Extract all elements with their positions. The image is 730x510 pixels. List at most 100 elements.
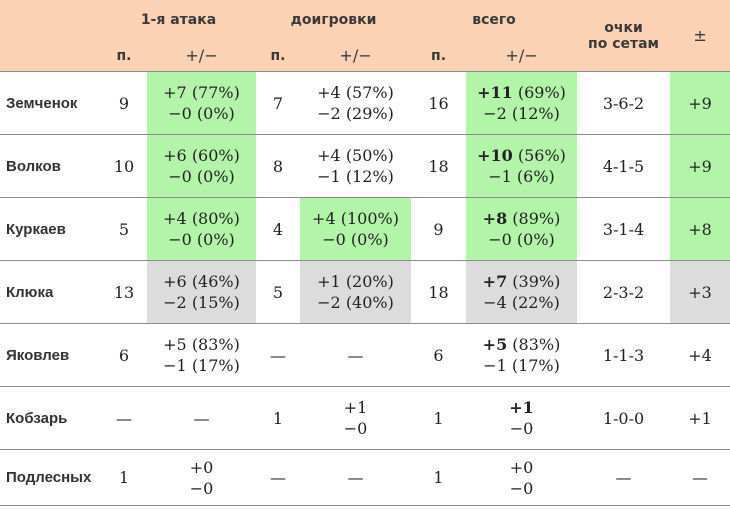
pm-first-attack: +0 −0 [147,450,256,506]
total-plusminus: +4 [688,345,712,365]
header-first-attack: 1-я атака [101,0,256,40]
pm-total: +10 (56%) −1 (6%) [466,134,578,198]
attempts-first-attack: 9 [118,93,130,113]
attempts-total: 1 [433,408,444,428]
header-pm-3: +/− [466,40,578,72]
pm-total: +1 −0 [466,387,577,450]
set-points: 1-0-0 [602,408,645,428]
attempts-first-attack: — [116,408,132,428]
pm-minus: −0 [509,419,534,438]
pm-plus-value: +1 [509,398,534,417]
pm-plus: +6 (46%) [163,272,240,291]
header-follow-ups: доигровки [256,0,412,40]
set-points: 3-1-4 [602,219,645,239]
pm-minus: −0 [343,419,368,438]
pm-plus: +5 (83%) [466,334,577,355]
total-plusminus: +9 [670,71,730,135]
attempts-follow-ups: 5 [272,282,284,302]
pm-first-attack: +6 (46%) −2 (15%) [147,260,256,324]
pm-minus: −2 (12%) [483,104,560,123]
player-name: Клюка [6,283,54,301]
pm-minus: −2 (29%) [317,104,394,123]
pm-plus: +4 (57%) [317,83,394,102]
pm-plus: +5 (83%) [163,335,240,354]
attempts-follow-ups: — [270,345,286,365]
pm-total: +7 (39%) −4 (22%) [466,260,578,324]
pm-plus-value: +10 [477,146,513,165]
header-total-group: всего [411,0,578,40]
pm-plus: +4 (80%) [163,209,240,228]
pm-minus: −1 (6%) [488,167,555,186]
set-points: 4-1-5 [602,156,645,176]
total-plusminus: +3 [670,260,730,324]
header-empty [0,0,101,40]
pm-first-attack: +4 (80%) −0 (0%) [147,197,256,261]
pm-minus: −1 (17%) [163,356,240,375]
table-row: Волков 10 +6 (60%) −0 (0%) 8 +4 (50%) −1 (… [0,134,730,198]
attempts-follow-ups: — [270,468,286,487]
pm-plus: +4 (50%) [317,146,394,165]
pm-follow-ups: — [347,345,364,365]
pm-follow-ups: +1 (20%) −2 (40%) [300,260,412,324]
pm-plus: +0 [189,457,214,477]
pm-minus: −4 (22%) [483,293,560,312]
pm-minus: −1 (17%) [483,356,560,375]
table-row: Куркаев 5 +4 (80%) −0 (0%) 4 +4 (100%) −0 … [0,197,730,261]
attempts-total: 18 [428,156,449,176]
attempts-total: 1 [433,468,444,487]
attempts-total: 16 [428,93,449,113]
pm-plus-value: +11 [477,83,513,102]
header-sets: очки по сетам [577,0,671,72]
table-row: Подлесных 1 +0 −0 — — 1 +0 −0 — — [0,449,730,506]
pm-follow-ups: — [347,468,364,487]
attempts-first-attack: 13 [113,282,135,302]
pm-plus-value: +7 [482,272,508,291]
pm-first-attack: — [193,408,210,428]
pm-minus: −0 [189,478,214,498]
total-plusminus: +9 [670,134,730,198]
table-row: Клюка 13 +6 (46%) −2 (15%) 5 +1 (20%) −2 (… [0,260,730,324]
header-empty-2 [0,40,101,72]
attempts-total: 9 [433,219,444,239]
pm-first-attack: +7 (77%) −0 (0%) [147,71,256,135]
pm-plus-percent: (56%) [512,146,566,165]
pm-minus: −0 (0%) [168,167,235,186]
attempts-first-attack: 6 [118,345,130,365]
pm-plus: +7 (77%) [163,83,240,102]
header-row-sub: п. +/− п. +/− п. +/− [0,40,730,72]
pm-total: +8 (89%) −0 (0%) [466,197,578,261]
pm-plus-value: +5 [482,335,508,354]
pm-minus: −0 [509,478,534,498]
pm-minus: −1 (12%) [317,167,394,186]
set-points: — [615,468,632,487]
pm-follow-ups: +4 (100%) −0 (0%) [300,197,412,261]
pm-plus-percent: (89%) [507,209,561,228]
set-points: 2-3-2 [602,282,645,302]
attempts-first-attack: 1 [118,468,130,487]
total-plusminus: +8 [670,197,730,261]
attempts-follow-ups: 8 [272,156,284,176]
player-name: Яковлев [6,346,70,364]
set-points: 3-6-2 [602,93,645,113]
header-plusminus: ± [670,0,730,72]
total-plusminus: +1 [688,408,712,428]
pm-plus: +8 (89%) [466,208,577,229]
player-name: Волков [6,157,61,175]
pm-total: +11 (69%) −2 (12%) [466,71,578,135]
pm-minus: −0 (0%) [488,230,555,249]
pm-minus: −2 (15%) [163,293,240,312]
pm-first-attack: +6 (60%) −0 (0%) [147,134,256,198]
set-points: 1-1-3 [602,345,645,365]
table-row: Кобзарь — — 1 +1 −0 1 +1 −0 1-0-0 +1 [0,386,730,450]
player-name: Кобзарь [6,409,68,427]
pm-follow-ups: +4 (50%) −1 (12%) [300,135,411,198]
pm-plus: +0 [466,457,577,478]
pm-plus-percent: (83%) [507,335,561,354]
attempts-total: 6 [433,345,444,365]
pm-minus: −0 (0%) [168,230,235,249]
table-row: Земченок 9 +7 (77%) −0 (0%) 7 +4 (57%) −2 … [0,71,730,135]
pm-follow-ups: +4 (57%) −2 (29%) [300,72,411,135]
pm-follow-ups: +1 −0 [300,387,411,450]
pm-minus: −0 (0%) [168,104,235,123]
